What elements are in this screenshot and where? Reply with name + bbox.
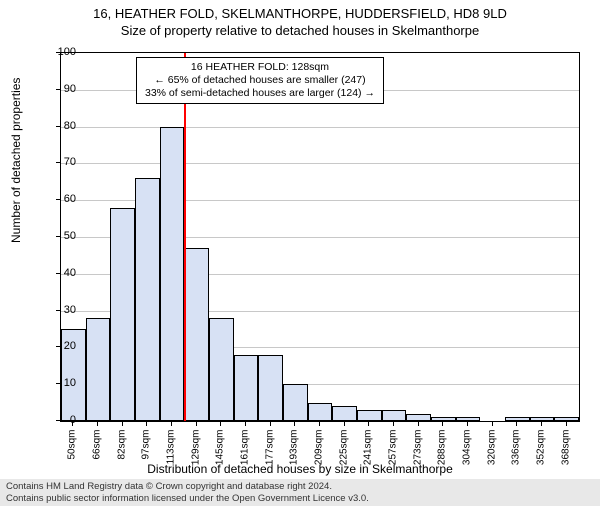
- y-tick-mark: [56, 89, 60, 90]
- histogram-bar: [160, 127, 185, 421]
- x-tick-label: 50sqm: [67, 430, 78, 474]
- annotation-box: 16 HEATHER FOLD: 128sqm← 65% of detached…: [136, 57, 384, 104]
- footer-line-1: Contains HM Land Registry data © Crown c…: [6, 481, 594, 492]
- x-tick-label: 352sqm: [536, 430, 547, 474]
- x-tick-mark: [492, 422, 493, 426]
- x-tick-mark: [146, 422, 147, 426]
- x-tick-label: 97sqm: [141, 430, 152, 474]
- x-tick-label: 368sqm: [560, 430, 571, 474]
- y-tick-label: 10: [46, 377, 76, 389]
- y-tick-label: 50: [46, 230, 76, 242]
- y-tick-label: 90: [46, 83, 76, 95]
- y-tick-mark: [56, 310, 60, 311]
- property-marker-line: [184, 53, 186, 421]
- histogram-bar: [332, 406, 357, 421]
- histogram-bar: [283, 384, 308, 421]
- x-tick-label: 129sqm: [190, 430, 201, 474]
- x-tick-label: 304sqm: [462, 430, 473, 474]
- x-tick-mark: [220, 422, 221, 426]
- histogram-bar: [135, 178, 160, 421]
- x-tick-label: 257sqm: [388, 430, 399, 474]
- y-tick-mark: [56, 346, 60, 347]
- x-tick-mark: [245, 422, 246, 426]
- histogram-bar: [184, 248, 209, 421]
- y-tick-mark: [56, 420, 60, 421]
- y-tick-label: 60: [46, 193, 76, 205]
- y-tick-label: 20: [46, 340, 76, 352]
- x-tick-mark: [319, 422, 320, 426]
- x-tick-mark: [294, 422, 295, 426]
- y-tick-mark: [56, 52, 60, 53]
- annotation-line: ← 65% of detached houses are smaller (24…: [145, 74, 375, 87]
- histogram-bar: [308, 403, 333, 421]
- x-tick-mark: [368, 422, 369, 426]
- x-tick-mark: [418, 422, 419, 426]
- y-tick-mark: [56, 236, 60, 237]
- y-tick-label: 100: [46, 46, 76, 58]
- y-axis-label: Number of detached properties: [9, 78, 23, 243]
- x-tick-label: 225sqm: [338, 430, 349, 474]
- y-tick-label: 80: [46, 120, 76, 132]
- x-tick-label: 288sqm: [437, 430, 448, 474]
- histogram-bar: [110, 208, 135, 421]
- x-tick-mark: [72, 422, 73, 426]
- histogram-bar: [530, 417, 555, 421]
- x-tick-label: 320sqm: [486, 430, 497, 474]
- x-tick-label: 161sqm: [240, 430, 251, 474]
- y-tick-label: 30: [46, 304, 76, 316]
- gridline: [61, 163, 579, 164]
- title-sub: Size of property relative to detached ho…: [0, 23, 600, 38]
- x-tick-mark: [566, 422, 567, 426]
- x-tick-mark: [442, 422, 443, 426]
- y-tick-label: 70: [46, 156, 76, 168]
- x-tick-mark: [97, 422, 98, 426]
- y-tick-mark: [56, 199, 60, 200]
- footer-attribution: Contains HM Land Registry data © Crown c…: [0, 479, 600, 506]
- x-tick-mark: [270, 422, 271, 426]
- x-tick-mark: [393, 422, 394, 426]
- histogram-bar: [86, 318, 111, 421]
- y-tick-mark: [56, 126, 60, 127]
- histogram-bar: [258, 355, 283, 421]
- histogram-bar: [234, 355, 259, 421]
- histogram-bar: [406, 414, 431, 421]
- x-tick-label: 66sqm: [92, 430, 103, 474]
- annotation-line: 16 HEATHER FOLD: 128sqm: [145, 61, 375, 74]
- x-tick-label: 177sqm: [264, 430, 275, 474]
- x-tick-mark: [344, 422, 345, 426]
- y-tick-mark: [56, 273, 60, 274]
- y-tick-mark: [56, 383, 60, 384]
- x-tick-mark: [516, 422, 517, 426]
- x-tick-mark: [122, 422, 123, 426]
- histogram-bar: [431, 417, 456, 421]
- footer-line-2: Contains public sector information licen…: [6, 493, 594, 504]
- x-tick-label: 241sqm: [363, 430, 374, 474]
- x-tick-label: 82sqm: [116, 430, 127, 474]
- x-tick-mark: [171, 422, 172, 426]
- x-tick-label: 193sqm: [289, 430, 300, 474]
- histogram-bar: [554, 417, 579, 421]
- x-tick-mark: [467, 422, 468, 426]
- histogram-bar: [357, 410, 382, 421]
- x-tick-mark: [196, 422, 197, 426]
- x-tick-label: 273sqm: [412, 430, 423, 474]
- x-tick-label: 336sqm: [511, 430, 522, 474]
- x-tick-label: 145sqm: [215, 430, 226, 474]
- chart-plot-area: 16 HEATHER FOLD: 128sqm← 65% of detached…: [60, 52, 580, 422]
- y-tick-mark: [56, 162, 60, 163]
- histogram-bar: [382, 410, 407, 421]
- gridline: [61, 127, 579, 128]
- x-tick-label: 113sqm: [166, 430, 177, 474]
- y-tick-label: 40: [46, 267, 76, 279]
- histogram-bar: [505, 417, 530, 421]
- histogram-bar: [209, 318, 234, 421]
- x-tick-mark: [541, 422, 542, 426]
- histogram-bar: [456, 417, 481, 421]
- title-main: 16, HEATHER FOLD, SKELMANTHORPE, HUDDERS…: [0, 6, 600, 21]
- x-tick-label: 209sqm: [314, 430, 325, 474]
- annotation-line: 33% of semi-detached houses are larger (…: [145, 87, 375, 100]
